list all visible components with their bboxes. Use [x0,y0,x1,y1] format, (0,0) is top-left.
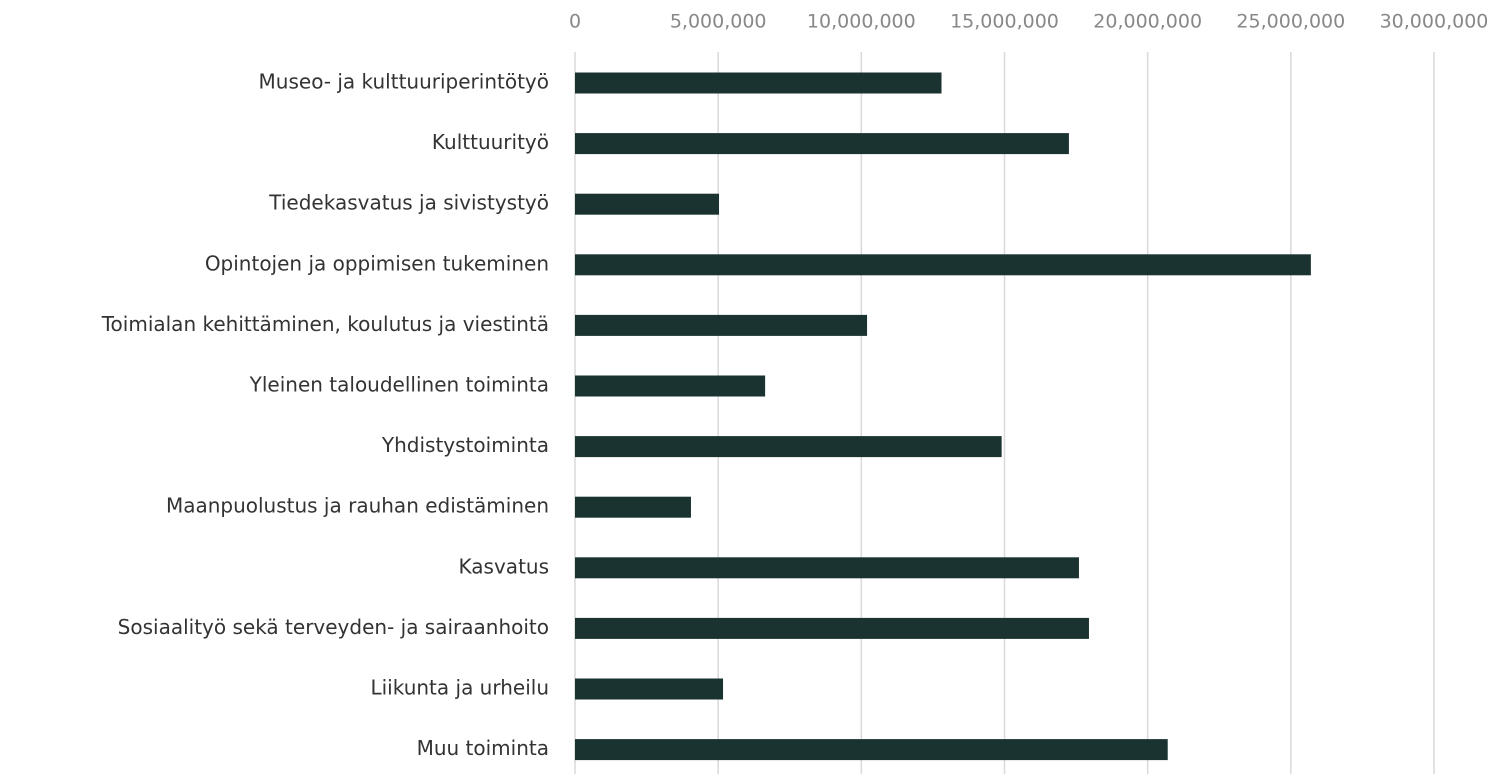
bar [575,314,868,336]
bar [575,133,1069,155]
bar [575,254,1311,276]
bar [575,617,1089,639]
x-tick-label: 30,000,000 [1380,11,1489,33]
bar [575,739,1168,761]
bar [575,557,1079,579]
y-tick-label: Yleinen taloudellinen toiminta [249,373,549,397]
x-tick-label: 5,000,000 [670,11,767,33]
y-tick-label: Maanpuolustus ja rauhan edistäminen [166,494,549,518]
y-tick-label: Kasvatus [459,554,549,578]
x-tick-label: 0 [569,11,581,33]
y-tick-label: Toimialan kehittäminen, koulutus ja vies… [101,312,549,336]
y-tick-label: Muu toiminta [417,736,549,760]
bar [575,193,720,215]
x-tick-label: 10,000,000 [807,11,916,33]
y-tick-label: Museo- ja kulttuuriperintötyö [259,70,549,94]
y-tick-label: Opintojen ja oppimisen tukeminen [205,251,549,275]
x-tick-label: 15,000,000 [950,11,1059,33]
y-tick-label: Tiedekasvatus ja sivistystyö [268,191,549,215]
bar [575,72,942,94]
y-tick-label: Liikunta ja urheilu [370,676,549,700]
bar [575,375,766,397]
y-tick-label: Yhdistystoiminta [381,433,549,457]
y-tick-label: Sosiaalityö sekä terveyden- ja sairaanho… [118,615,549,639]
bar [575,496,691,518]
bar [575,436,1002,458]
bar [575,678,724,700]
x-tick-label: 20,000,000 [1093,11,1202,33]
y-tick-label: Kulttuurityö [432,130,549,154]
x-tick-label: 25,000,000 [1236,11,1345,33]
